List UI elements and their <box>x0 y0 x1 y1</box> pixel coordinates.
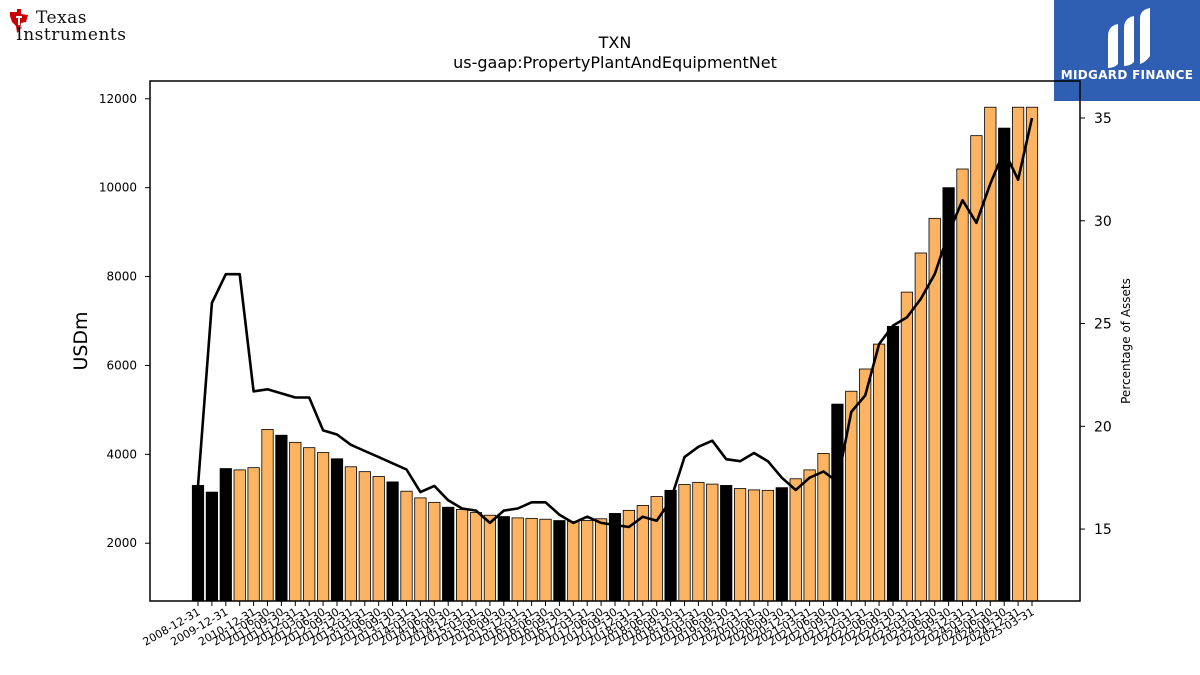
bar-2012-09-30 <box>330 458 344 602</box>
bar-2010-06-30 <box>233 469 246 602</box>
y2-tick-label: 20 <box>1094 419 1112 435</box>
bar-2013-09-30 <box>386 481 399 602</box>
bar-2018-06-30 <box>650 496 663 602</box>
y2-tick-label: 15 <box>1094 522 1112 538</box>
bar-2008-12-31 <box>191 485 205 602</box>
bar-2023-09-30 <box>942 187 955 602</box>
ti-chip-icon <box>10 9 28 33</box>
bar-2014-06-30 <box>428 501 441 602</box>
bar-2019-03-31 <box>692 481 705 602</box>
midgard-finance-name: MIDGARD FINANCE <box>1060 68 1194 82</box>
right-axis-ticks: 15 20 25 30 35 <box>1080 111 1112 538</box>
y-tick-label: 4000 <box>106 447 137 461</box>
bar-2015-03-31 <box>469 512 483 602</box>
bar-2021-09-30 <box>831 403 844 602</box>
y-tick-label: 12000 <box>99 92 137 106</box>
bar-2014-12-31 <box>456 509 469 602</box>
bar-2013-03-31 <box>358 471 371 602</box>
chart-title: TXN <box>598 33 632 52</box>
y2-axis-label: Percentage of Assets <box>1119 278 1133 404</box>
bar-2018-12-31 <box>678 484 691 602</box>
bar-2017-03-31 <box>581 520 594 602</box>
y-tick-label: 10000 <box>99 181 137 195</box>
left-axis-ticks: 2000 4000 6000 8000 10000 12000 <box>99 92 150 550</box>
bar-2019-12-31 <box>734 488 747 602</box>
bar-2020-03-31 <box>747 489 761 602</box>
y-tick-label: 8000 <box>106 270 137 284</box>
percentage-of-assets-line <box>196 117 1034 529</box>
bar-2019-09-30 <box>720 485 733 602</box>
bar-2009-06-30 <box>205 491 218 602</box>
bar-2015-09-30 <box>497 516 510 602</box>
bar-2016-12-31 <box>567 521 580 602</box>
ti-brand-line1: Texas <box>36 8 88 28</box>
ti-brand-line2: Instruments <box>16 25 127 45</box>
y2-tick-label: 30 <box>1094 214 1112 230</box>
bar-2011-06-30 <box>261 429 274 602</box>
bar-series <box>191 106 1039 602</box>
bar-2011-12-31 <box>289 441 302 602</box>
bar-2022-09-30 <box>886 325 900 602</box>
bar-2015-06-30 <box>483 514 496 602</box>
bar-2012-06-30 <box>317 452 330 602</box>
chart-subtitle: us-gaap:PropertyPlantAndEquipmentNet <box>453 53 777 72</box>
y2-tick-label: 25 <box>1094 317 1112 333</box>
bar-2016-03-31 <box>525 517 538 602</box>
y2-tick-label: 35 <box>1094 111 1112 127</box>
texas-instruments-logo: Texas Instruments <box>8 6 138 54</box>
bar-2019-06-30 <box>706 483 719 602</box>
midgard-mark-icon <box>1108 8 1150 68</box>
bar-2022-06-30 <box>873 343 886 602</box>
y-axis-label: USDm <box>70 311 92 370</box>
bar-2025-03-31 <box>1025 106 1039 602</box>
bar-2014-03-31 <box>414 497 427 602</box>
bar-2016-06-30 <box>539 518 552 602</box>
bar-2013-06-30 <box>372 476 385 602</box>
bar-2016-09-30 <box>553 520 566 602</box>
bar-2022-12-31 <box>900 291 913 602</box>
bar-2024-03-31 <box>970 135 983 602</box>
bar-2021-12-31 <box>845 390 858 602</box>
bar-2012-03-31 <box>303 447 316 602</box>
bar-2012-12-31 <box>344 466 357 602</box>
bar-2024-09-30 <box>998 127 1011 602</box>
bar-2020-06-30 <box>761 489 774 602</box>
bar-2015-12-31 <box>511 517 524 602</box>
y-tick-label: 6000 <box>106 358 137 372</box>
midgard-finance-logo: MIDGARD FINANCE <box>1054 0 1200 101</box>
bar-2020-09-30 <box>775 487 788 602</box>
bar-2014-09-30 <box>442 506 455 602</box>
y-tick-label: 2000 <box>106 536 137 550</box>
bar-2024-12-31 <box>1012 106 1025 602</box>
bar-2023-12-31 <box>956 168 969 602</box>
bar-2009-12-31 <box>219 468 232 602</box>
bar-2020-12-31 <box>789 478 802 602</box>
bar-2011-09-30 <box>275 434 288 602</box>
x-axis-ticks: 2008-12-312009-12-312010-12-312011-06-30… <box>141 601 1037 649</box>
bar-2017-06-30 <box>595 518 608 602</box>
bar-2010-12-31 <box>247 467 260 602</box>
bar-2013-12-31 <box>400 490 413 602</box>
bar-2022-03-31 <box>859 368 872 602</box>
bar-2021-03-31 <box>803 469 816 602</box>
